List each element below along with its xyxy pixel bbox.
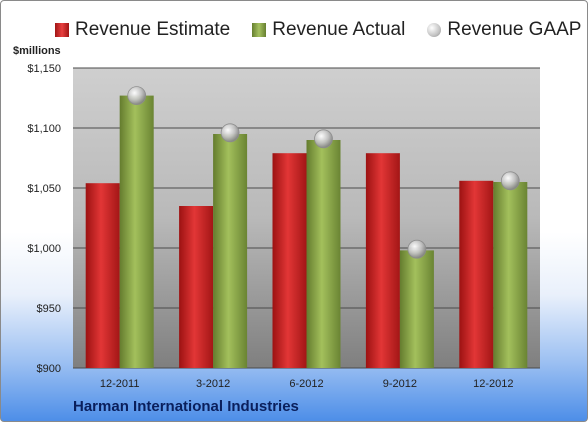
x-tick-label: 12-2011 — [100, 378, 140, 390]
legend-label-actual: Revenue Actual — [272, 19, 406, 40]
bar-revenue-estimate — [272, 153, 307, 368]
y-axis-ticks: $900 $950 $1,000 $1,050 $1,100 $1,150 — [27, 63, 61, 375]
x-axis-ticks: 12-2011 3-2012 6-2012 9-2012 12-2012 — [100, 378, 514, 390]
y-tick-label: $1,150 — [27, 63, 61, 75]
legend-label-estimate: Revenue Estimate — [75, 19, 231, 40]
marker-revenue-gaap — [127, 86, 147, 105]
company-name: Harman International Industries — [73, 398, 299, 415]
bar-revenue-actual — [213, 134, 248, 368]
y-tick-label: $950 — [37, 303, 61, 315]
legend-item-revenue-estimate: Revenue Estimate — [55, 19, 230, 41]
legend-swatch-actual — [252, 23, 267, 37]
gaap-markers — [127, 86, 520, 259]
x-tick-label: 9-2012 — [383, 378, 417, 390]
marker-revenue-gaap — [407, 239, 427, 259]
x-tick-label: 12-2012 — [473, 378, 513, 390]
legend-item-revenue-gaap: Revenue GAAP — [427, 19, 581, 41]
y-tick-label: $1,100 — [27, 123, 61, 135]
x-tick-label: 3-2012 — [196, 378, 230, 390]
bar-revenue-actual — [119, 95, 154, 368]
bar-revenue-estimate — [459, 180, 494, 368]
legend-label-gaap: Revenue GAAP — [447, 19, 582, 40]
y-tick-label: $900 — [37, 363, 61, 375]
bar-revenue-estimate — [179, 206, 214, 368]
x-tick-label: 6-2012 — [289, 378, 323, 390]
bar-revenue-estimate — [85, 183, 120, 368]
marker-revenue-gaap — [220, 123, 240, 143]
bar-revenue-actual — [306, 140, 341, 368]
bar-revenue-estimate — [365, 153, 400, 368]
legend-swatch-estimate — [55, 23, 69, 37]
bar-revenue-actual — [493, 182, 528, 368]
bars — [85, 95, 528, 368]
y-tick-label: $1,000 — [27, 243, 61, 255]
y-tick-label: $1,050 — [27, 183, 61, 195]
marker-revenue-gaap — [500, 171, 520, 191]
legend-item-revenue-actual: Revenue Actual — [252, 19, 405, 41]
marker-revenue-gaap — [314, 129, 333, 149]
legend-swatch-gaap — [427, 23, 442, 37]
bar-revenue-actual — [399, 250, 434, 368]
legend: Revenue Estimate Revenue Actual Revenue … — [1, 17, 581, 43]
y-unit-label: $millions — [13, 45, 61, 57]
